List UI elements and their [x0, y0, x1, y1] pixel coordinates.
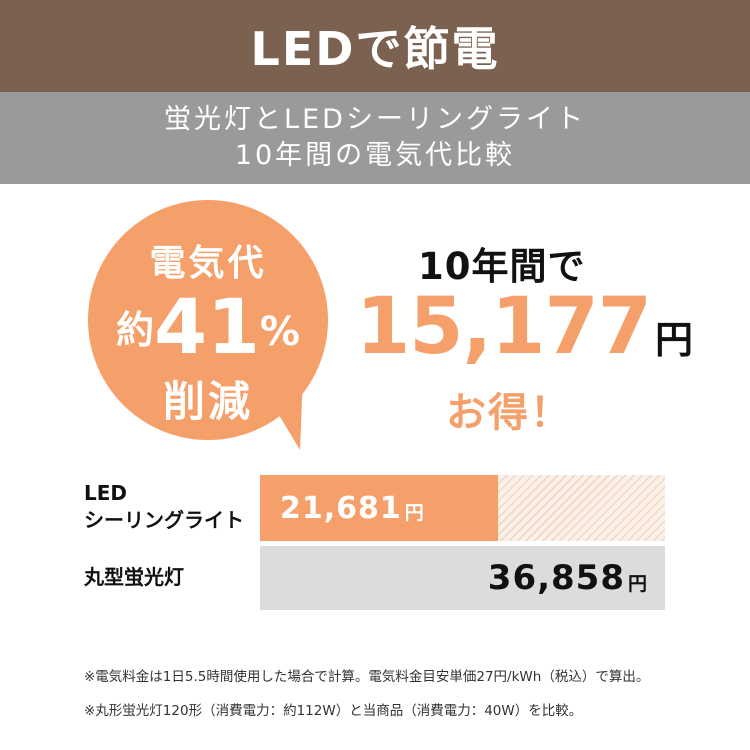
footnote-2: ※丸形蛍光灯120形（消費電力：約112W）と当商品（消費電力：40W）を比較。: [84, 703, 583, 719]
bubble-percent: 約41%: [88, 282, 328, 371]
savings-amount: 15,177 円: [356, 282, 693, 372]
bubble-percent-sign: %: [259, 309, 300, 355]
led-row-label: LED シーリングライト: [84, 480, 244, 534]
savings-period: 10年間で: [418, 245, 586, 288]
fluorescent-cost-value: 36,858: [487, 558, 625, 598]
led-cost-bar: 21,681 円: [260, 475, 498, 541]
fluorescent-row-label: 丸型蛍光灯: [84, 564, 184, 591]
subheader-line-1: 蛍光灯とLEDシーリングライト: [164, 104, 586, 135]
bubble-approx: 約: [116, 308, 155, 352]
led-cost-value: 21,681: [280, 490, 402, 526]
bubble-percent-value: 41: [154, 282, 260, 371]
reduction-speech-bubble: 電気代 約41% 削減: [88, 200, 340, 452]
subheader-banner: 蛍光灯とLEDシーリングライト 10年間の電気代比較: [0, 92, 750, 184]
led-cost-unit: 円: [404, 501, 424, 524]
savings-amount-unit: 円: [655, 318, 694, 362]
fluorescent-cost-bar: 36,858 円: [260, 546, 665, 610]
fluorescent-row-label-line1: 丸型蛍光灯: [84, 565, 184, 589]
footnote-1: ※電気料金は1日5.5時間使用した場合で計算。電気料金目安単価27円/kWh（税…: [84, 669, 650, 685]
led-row-label-line1: LED: [84, 481, 128, 505]
fluorescent-cost-unit: 円: [627, 572, 647, 595]
bubble-label-reduction: 削減: [162, 377, 253, 426]
page-title: LEDで節電: [250, 22, 500, 76]
savings-amount-value: 15,177: [356, 282, 652, 372]
speech-bubble-shape: [88, 200, 328, 450]
savings-suffix: お得！: [446, 390, 572, 436]
led-row-label-line2: シーリングライト: [84, 508, 244, 532]
subheader-line-2: 10年間の電気代比較: [234, 140, 516, 171]
header-banner: LEDで節電: [0, 0, 750, 92]
bubble-label-electricity: 電気代: [149, 243, 267, 284]
